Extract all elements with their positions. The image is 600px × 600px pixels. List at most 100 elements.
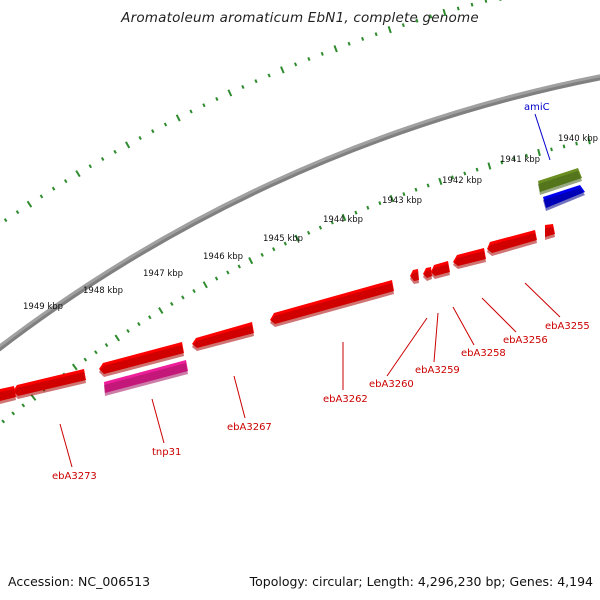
kbp-tick-label: 1949 kbp: [23, 302, 63, 312]
genome-backbone: [0, 74, 600, 352]
outer-tick-mark: [39, 194, 44, 199]
gene-arrow-shadow: [13, 372, 86, 399]
inner-tick-mark: [181, 295, 185, 300]
outer-tick-mark: [75, 170, 81, 178]
gene-label-eba3267: ebA3267: [227, 422, 272, 433]
inner-tick-mark: [307, 230, 311, 235]
leader-line: [151, 398, 165, 444]
outer-tick-mark: [307, 57, 311, 62]
inner-tick-mark: [550, 147, 553, 152]
inner-tick-mark: [104, 343, 109, 348]
outer-tick-mark: [280, 66, 285, 74]
inner-tick-mark: [537, 148, 541, 157]
gene-arrow-amic-shadow: [543, 188, 585, 211]
leader-line: [433, 312, 439, 363]
outer-tick-mark: [100, 156, 105, 162]
gene-label-amic: amiC: [524, 102, 550, 113]
inner-tick-mark: [378, 201, 382, 206]
gene-label-tnp31: tnp31: [152, 447, 181, 458]
inner-tick-mark: [83, 357, 88, 362]
gene-arrow-shadow: [410, 272, 419, 284]
outer-tick-mark: [499, 0, 502, 1]
kbp-tick-label: 1944 kbp: [323, 215, 363, 225]
gene-label-eba3259: ebA3259: [415, 365, 460, 376]
outer-tick-mark: [429, 14, 433, 19]
outer-tick-mark: [88, 164, 93, 169]
label-layer: 1940 kbp 1941 kbp 1942 kbp 1943 kbp 1944 kbp…: [23, 102, 598, 482]
outer-tick-mark: [125, 141, 131, 149]
gene-arrow-tnp31-shadow: [104, 363, 188, 396]
leader-line: [481, 297, 517, 333]
gene-label-eba3260: ebA3260: [369, 379, 414, 390]
outer-tick-mark: [294, 62, 298, 67]
inner-tick-mark: [294, 234, 300, 242]
inner-tick-mark: [475, 167, 479, 172]
outer-tick-mark: [63, 179, 68, 184]
inner-tick-mark: [71, 363, 78, 371]
outer-tick-mark: [374, 32, 378, 37]
leader-line: [386, 317, 428, 377]
gene-label-eba3262: ebA3262: [323, 394, 368, 405]
outer-tick-mark: [254, 79, 258, 84]
outer-tick-mark: [138, 135, 142, 140]
outer-tick-mark: [227, 89, 233, 97]
gene-label-eba3256: ebA3256: [503, 335, 548, 346]
outer-tick-mark: [470, 2, 474, 7]
inner-tick-mark: [202, 281, 208, 289]
inner-tick-mark: [192, 289, 196, 294]
backbone-line: [0, 77, 600, 352]
kbp-tick-label: 1940 kbp: [558, 134, 598, 144]
outer-tick-mark: [175, 114, 181, 122]
inner-tick-mark: [260, 252, 264, 257]
leader-line: [534, 113, 551, 161]
outer-tick-mark: [51, 186, 56, 191]
inner-tick-mark: [402, 192, 406, 197]
kbp-tick-label: 1948 kbp: [83, 286, 123, 296]
inner-tick-mark: [114, 334, 121, 342]
inner-tick-mark: [414, 187, 418, 192]
outer-tick-mark: [267, 73, 271, 78]
inner-tick-mark: [354, 210, 358, 215]
gene-arrow-shadow: [545, 227, 555, 240]
leader-line: [59, 423, 73, 468]
outer-tick-mark: [333, 45, 338, 53]
kbp-tick-label: 1946 kbp: [203, 252, 243, 262]
leader-line: [524, 282, 561, 318]
inner-tick-mark: [426, 183, 430, 188]
kbp-tick-label: 1945 kbp: [263, 234, 303, 244]
kbp-tick-label: 1947 kbp: [143, 269, 183, 279]
outer-tick-mark: [387, 25, 392, 34]
inner-tick-mark: [158, 307, 164, 315]
outer-tick-mark: [3, 218, 8, 223]
gene-arrow-shadow: [192, 325, 254, 351]
inner-tick-mark: [248, 257, 254, 265]
inner-tick-mark: [94, 350, 98, 355]
gene-features: [0, 168, 585, 404]
outer-tick-mark: [113, 149, 117, 154]
gene-label-eba3258: ebA3258: [461, 348, 506, 359]
inner-tick-mark: [126, 328, 130, 333]
outer-tick-mark: [361, 36, 365, 41]
inner-tick-mark: [575, 141, 578, 146]
inner-tick-mark: [525, 153, 528, 158]
inner-tick-mark: [21, 403, 26, 408]
inner-tick-mark: [214, 276, 219, 281]
inner-tick-mark: [389, 194, 395, 203]
gene-arrow-shadow: [487, 233, 537, 256]
outer-tick-mark: [456, 6, 460, 11]
outer-tick-mark: [15, 210, 20, 215]
inner-tick-track: [1, 137, 591, 424]
inner-tick-mark: [330, 220, 334, 225]
inner-tick-mark: [226, 270, 230, 275]
gene-arrow-shadow: [453, 251, 486, 269]
inner-tick-mark: [318, 225, 323, 230]
outer-tick-mark: [215, 97, 219, 102]
kbp-tick-label: 1942 kbp: [442, 176, 482, 186]
leader-line: [233, 375, 246, 419]
inner-tick-mark: [1, 419, 6, 424]
outer-tick-track: [3, 0, 502, 223]
outer-tick-mark: [151, 129, 155, 134]
outer-tick-mark: [347, 41, 351, 46]
inner-tick-mark: [148, 315, 152, 320]
inner-tick-mark: [170, 301, 174, 306]
